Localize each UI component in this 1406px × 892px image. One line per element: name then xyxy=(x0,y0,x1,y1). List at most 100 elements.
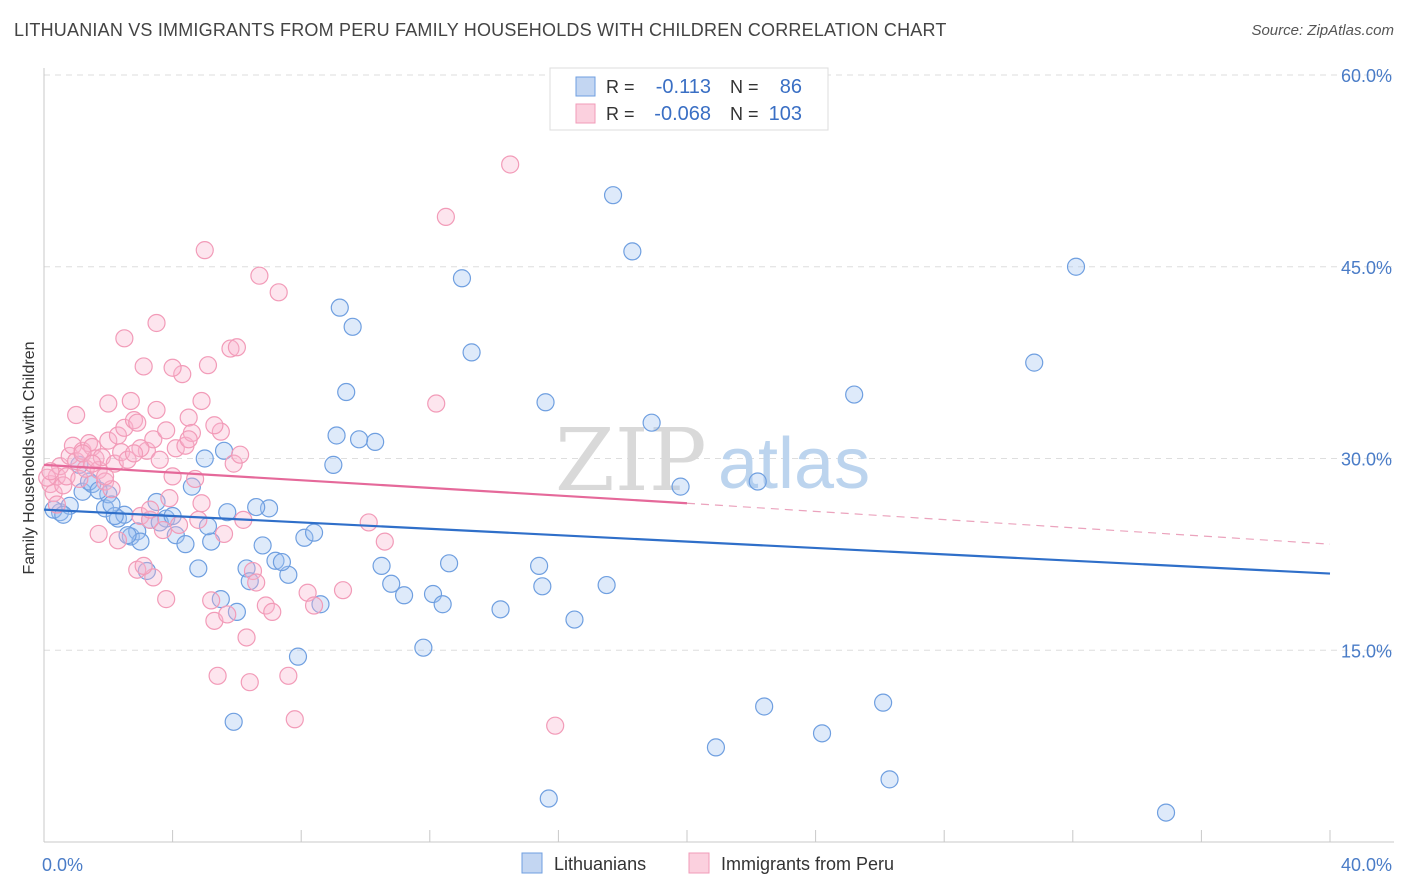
trend-line-peru xyxy=(43,463,688,505)
data-point xyxy=(311,595,330,614)
data-point xyxy=(603,186,623,205)
data-point xyxy=(157,421,176,440)
data-point xyxy=(295,528,314,547)
stats-legend: R = -0.113 N = 86 R = -0.068 N = 103 xyxy=(549,67,829,131)
series-lithuanians-points xyxy=(44,186,1176,822)
watermark-atlas: atlas xyxy=(718,424,870,504)
data-point xyxy=(243,561,263,581)
data-point xyxy=(147,313,166,333)
data-point xyxy=(124,411,144,430)
data-point xyxy=(462,343,481,362)
legend-n-label-lithuanians: N = xyxy=(730,77,759,97)
data-point xyxy=(134,357,153,376)
y-tick-labels: 15.0% 30.0% 45.0% 60.0% xyxy=(1341,66,1392,661)
data-point xyxy=(153,520,173,540)
data-point xyxy=(70,469,89,489)
data-point xyxy=(192,494,211,513)
data-point xyxy=(546,716,565,735)
legend-swatch-peru xyxy=(575,103,596,124)
data-point xyxy=(105,506,124,526)
data-point xyxy=(173,365,192,384)
data-point xyxy=(227,338,246,357)
data-point xyxy=(208,666,227,685)
y-axis-label: Family Households with Children xyxy=(21,342,38,575)
data-point xyxy=(211,590,230,609)
x-tick-labels: 0.0% 40.0% xyxy=(42,855,1392,875)
trend-line-peru-extension xyxy=(686,502,1331,545)
data-point xyxy=(163,358,182,377)
data-point xyxy=(1025,353,1044,372)
data-point xyxy=(530,556,549,575)
data-point xyxy=(118,526,137,545)
data-point xyxy=(1156,803,1176,822)
data-point xyxy=(99,394,118,413)
y-tick-label: 30.0% xyxy=(1341,450,1392,470)
data-point xyxy=(99,431,118,450)
data-point xyxy=(812,724,832,743)
data-point xyxy=(414,638,433,657)
data-point xyxy=(128,413,147,432)
data-point xyxy=(427,394,446,413)
data-point xyxy=(279,666,298,685)
data-point xyxy=(288,647,308,666)
data-point xyxy=(240,673,259,692)
data-point xyxy=(1066,257,1086,276)
grid-lines xyxy=(44,74,1394,651)
data-point xyxy=(192,391,211,411)
data-point xyxy=(224,712,243,731)
data-point xyxy=(47,495,66,514)
data-point xyxy=(706,738,726,757)
data-point xyxy=(266,551,285,570)
data-point xyxy=(128,522,147,541)
data-point xyxy=(89,524,108,544)
data-point xyxy=(150,450,169,469)
data-point xyxy=(880,770,899,789)
data-point xyxy=(224,454,243,473)
legend-n-label-peru: N = xyxy=(730,104,759,124)
data-point xyxy=(263,602,282,622)
data-point xyxy=(240,572,259,591)
data-point xyxy=(147,400,166,420)
data-point xyxy=(214,524,234,544)
legend-n-value-lithuanians: 86 xyxy=(780,76,802,98)
y-tick-label: 15.0% xyxy=(1341,641,1392,661)
data-point xyxy=(343,317,362,336)
x-tick-label: 0.0% xyxy=(42,855,83,875)
trend-lines xyxy=(43,463,1331,575)
data-point xyxy=(394,586,414,605)
data-point xyxy=(160,489,179,508)
data-point xyxy=(436,207,455,226)
data-point xyxy=(237,628,256,647)
trend-line-lithuanians xyxy=(43,508,1331,575)
y-tick-label: 60.0% xyxy=(1341,66,1392,86)
chart-title: LITHUANIAN VS IMMIGRANTS FROM PERU FAMIL… xyxy=(14,20,947,40)
data-point xyxy=(131,506,150,526)
data-point xyxy=(41,462,60,481)
data-point xyxy=(218,503,237,522)
data-point xyxy=(269,283,288,302)
data-point xyxy=(102,495,121,514)
source-label: Source: ZipAtlas.com xyxy=(1251,22,1394,39)
data-point xyxy=(533,577,552,596)
watermark-zip: ZIP xyxy=(555,411,707,511)
series-legend: Lithuanians Immigrants from Peru xyxy=(521,852,894,874)
data-point xyxy=(176,535,195,554)
data-point xyxy=(324,455,343,474)
data-point xyxy=(366,432,385,451)
data-point xyxy=(83,454,102,473)
data-point xyxy=(144,430,163,449)
x-tick-label: 40.0% xyxy=(1341,855,1392,875)
data-point xyxy=(333,581,353,600)
legend-r-label-peru: R = xyxy=(606,104,635,124)
data-point xyxy=(452,269,472,288)
data-point xyxy=(536,393,555,412)
data-point xyxy=(755,697,774,716)
axes xyxy=(43,68,1394,843)
data-point xyxy=(330,298,349,317)
data-point xyxy=(304,523,324,542)
bottom-legend-label-lithuanians: Lithuanians xyxy=(554,854,646,874)
data-point xyxy=(253,536,272,555)
data-point xyxy=(247,497,266,517)
data-point xyxy=(121,391,140,411)
